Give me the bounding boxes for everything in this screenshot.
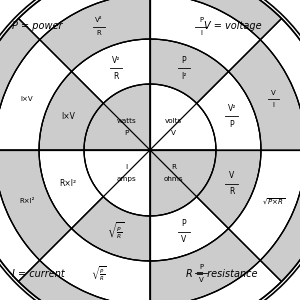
Text: V²: V² bbox=[95, 17, 103, 23]
Polygon shape bbox=[71, 197, 150, 261]
Text: I²: I² bbox=[181, 72, 187, 81]
Polygon shape bbox=[40, 0, 150, 71]
Polygon shape bbox=[150, 84, 216, 150]
Polygon shape bbox=[0, 150, 71, 260]
Text: V²: V² bbox=[228, 103, 236, 112]
Polygon shape bbox=[260, 150, 300, 281]
Text: R: R bbox=[97, 30, 101, 36]
Text: I: I bbox=[272, 102, 274, 108]
Polygon shape bbox=[150, 39, 229, 103]
Text: V²: V² bbox=[112, 56, 120, 64]
Text: volts: volts bbox=[165, 118, 182, 124]
Polygon shape bbox=[84, 150, 150, 216]
Text: R×I²: R×I² bbox=[19, 198, 34, 204]
Text: V: V bbox=[171, 130, 176, 136]
Polygon shape bbox=[150, 197, 229, 261]
Text: watts: watts bbox=[117, 118, 136, 124]
Text: P: P bbox=[230, 120, 234, 129]
Text: V: V bbox=[181, 236, 187, 244]
Polygon shape bbox=[150, 0, 281, 40]
Polygon shape bbox=[0, 40, 71, 150]
Text: P: P bbox=[199, 17, 203, 23]
Polygon shape bbox=[260, 19, 300, 150]
Text: R: R bbox=[113, 72, 119, 81]
Polygon shape bbox=[19, 0, 150, 40]
Text: I×V: I×V bbox=[20, 96, 33, 102]
Polygon shape bbox=[197, 71, 261, 150]
Polygon shape bbox=[197, 150, 261, 229]
Text: amps: amps bbox=[117, 176, 136, 182]
Polygon shape bbox=[229, 150, 300, 260]
Polygon shape bbox=[71, 39, 150, 103]
Polygon shape bbox=[40, 229, 150, 300]
Text: R: R bbox=[171, 164, 176, 170]
Text: V: V bbox=[199, 277, 203, 283]
Text: V: V bbox=[229, 171, 234, 180]
Text: P = power: P = power bbox=[12, 21, 62, 31]
Text: I = current: I = current bbox=[12, 269, 65, 279]
Polygon shape bbox=[150, 229, 260, 300]
Polygon shape bbox=[84, 84, 150, 150]
Text: P: P bbox=[182, 56, 186, 64]
Polygon shape bbox=[0, 150, 40, 281]
Text: P: P bbox=[124, 130, 129, 136]
Polygon shape bbox=[39, 150, 103, 229]
Polygon shape bbox=[0, 19, 40, 150]
Polygon shape bbox=[229, 40, 300, 150]
Text: $\sqrt{\frac{P}{R}}$: $\sqrt{\frac{P}{R}}$ bbox=[107, 221, 125, 242]
Polygon shape bbox=[150, 150, 216, 216]
Text: ohms: ohms bbox=[164, 176, 183, 182]
Text: $\sqrt{\frac{P}{R}}$: $\sqrt{\frac{P}{R}}$ bbox=[91, 264, 107, 283]
Text: R×I²: R×I² bbox=[60, 179, 77, 188]
Text: R: R bbox=[229, 188, 235, 196]
Text: $\sqrt{P{\times}R}$: $\sqrt{P{\times}R}$ bbox=[262, 196, 285, 206]
Polygon shape bbox=[150, 0, 260, 71]
Text: I: I bbox=[126, 164, 128, 170]
Text: P: P bbox=[199, 264, 203, 270]
Polygon shape bbox=[39, 71, 103, 150]
Text: I: I bbox=[200, 30, 202, 36]
Polygon shape bbox=[19, 260, 150, 300]
Polygon shape bbox=[150, 260, 281, 300]
Text: R = resistance: R = resistance bbox=[186, 269, 257, 279]
Text: V: V bbox=[271, 90, 276, 96]
Text: P: P bbox=[182, 219, 186, 228]
Text: V = voltage: V = voltage bbox=[204, 21, 262, 31]
Text: I×V: I×V bbox=[61, 112, 75, 121]
